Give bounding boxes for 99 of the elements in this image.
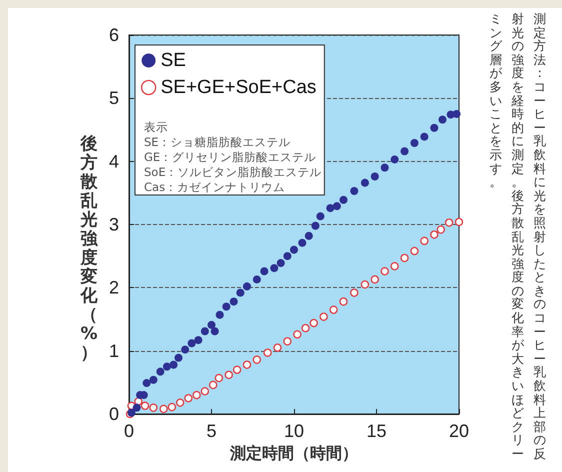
- x-tick-label: 15: [366, 421, 387, 441]
- point: [452, 110, 461, 118]
- point: [273, 344, 282, 352]
- point: [276, 259, 285, 268]
- point: [320, 312, 328, 321]
- point: [192, 390, 201, 400]
- point: [304, 232, 313, 240]
- point: [260, 267, 268, 276]
- annotation: Cas：カゼインナトリウム: [144, 180, 286, 195]
- point: [340, 196, 348, 204]
- text: 測定方法：コーヒー乳飲料に光を照射したときのコーヒー乳飲料上部の反射光の強度を経時的に測定。後方散乱光強度の変化率が大きいほどクリーミング層が多いことを示す。: [490, 11, 546, 461]
- point: [410, 139, 418, 148]
- point: [270, 264, 278, 272]
- annotation: SoE：ソルビタン脂肪酸エステル: [144, 165, 322, 180]
- point: [200, 327, 209, 336]
- point: [326, 204, 334, 212]
- point: [236, 288, 244, 297]
- point: [216, 310, 224, 319]
- point: [242, 282, 251, 290]
- point: [232, 366, 242, 374]
- point: [290, 246, 298, 254]
- point: [132, 404, 141, 412]
- point: [438, 116, 446, 124]
- point: [176, 398, 184, 407]
- annotation: 表示: [144, 120, 169, 135]
- point: [149, 404, 158, 412]
- point: [214, 374, 224, 382]
- point: [200, 387, 209, 396]
- point: [360, 178, 369, 187]
- point: [420, 132, 428, 141]
- point: [330, 306, 338, 314]
- point: [380, 164, 389, 172]
- annotation: SE：ショ糖脂肪酸エステル: [144, 135, 292, 150]
- y-tick-label: 6: [108, 25, 119, 45]
- x-tick-label: 0: [124, 421, 134, 441]
- point: [140, 402, 150, 410]
- point: [184, 394, 192, 402]
- point: [298, 238, 306, 247]
- point: [410, 246, 419, 256]
- point: [194, 336, 202, 344]
- point: [293, 330, 302, 339]
- point: [360, 280, 370, 289]
- x-tick-label: 20: [448, 421, 470, 441]
- point: [149, 376, 158, 384]
- point: [188, 339, 196, 348]
- point: [224, 370, 233, 379]
- point: [430, 230, 438, 239]
- point: [168, 402, 176, 412]
- point: [252, 275, 261, 284]
- y-tick-label: 3: [108, 214, 119, 234]
- point: [156, 368, 164, 376]
- point: [380, 267, 389, 276]
- point: [252, 356, 261, 364]
- point: [160, 404, 168, 414]
- point: [436, 225, 445, 234]
- point: [170, 360, 178, 369]
- point: [332, 202, 341, 210]
- point: [301, 324, 310, 332]
- point: [370, 275, 379, 284]
- y-tick-label: 4: [108, 151, 119, 172]
- point: [370, 172, 379, 180]
- point: [209, 380, 218, 390]
- point: [400, 147, 409, 156]
- point: [390, 262, 399, 270]
- point: [162, 362, 171, 371]
- point: [445, 218, 454, 227]
- legend-label: SE: [160, 50, 186, 71]
- point: [210, 327, 219, 336]
- text: 後方散乱光強度変化（%）: [80, 134, 98, 363]
- point: [430, 124, 438, 132]
- point: [264, 348, 272, 357]
- point: [339, 297, 348, 306]
- point: [390, 155, 399, 164]
- point: [283, 252, 292, 260]
- point: [310, 318, 318, 328]
- point: [222, 302, 230, 311]
- x-axis-title: 測定時間（時間）: [229, 444, 358, 462]
- point: [400, 254, 409, 262]
- annotation: GE：グリセリン脂肪酸エステル: [144, 150, 318, 165]
- y-tick-label: 0: [108, 404, 119, 424]
- point: [283, 337, 292, 346]
- point: [208, 320, 216, 329]
- point: [420, 236, 428, 246]
- point: [242, 360, 252, 369]
- point: [181, 346, 190, 354]
- point: [316, 212, 324, 220]
- legend-label: SE+GE+SoE+Cas: [160, 77, 316, 98]
- point: [311, 222, 320, 230]
- point: [454, 218, 464, 226]
- x-tick-label: 5: [206, 421, 217, 441]
- point: [174, 354, 182, 362]
- x-tick-label: 10: [284, 421, 304, 441]
- point: [230, 298, 238, 306]
- y-tick-label: 1: [108, 340, 119, 361]
- point: [350, 288, 358, 297]
- y-tick-label: 2: [108, 278, 119, 298]
- point: [142, 379, 151, 388]
- y-tick-label: 5: [108, 88, 119, 108]
- point: [350, 187, 358, 196]
